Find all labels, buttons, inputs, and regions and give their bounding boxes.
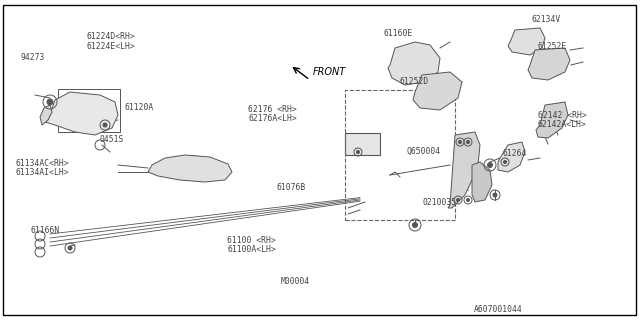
Circle shape [458,140,461,143]
Text: 61252D: 61252D [400,77,429,86]
Text: M00004: M00004 [280,277,310,286]
Text: 62142A<LH>: 62142A<LH> [538,120,586,129]
Polygon shape [508,28,545,55]
Text: Q650004: Q650004 [406,147,440,156]
Text: 62176A<LH>: 62176A<LH> [248,114,297,123]
Text: 61134AC<RH>: 61134AC<RH> [16,159,70,168]
Text: FRONT: FRONT [313,67,346,77]
Circle shape [47,99,53,105]
Circle shape [356,150,360,154]
Text: 61100 <RH>: 61100 <RH> [227,236,276,245]
Text: 61100A<LH>: 61100A<LH> [227,245,276,254]
Text: 0210035: 0210035 [422,198,456,207]
Polygon shape [163,156,218,180]
Bar [345,90,455,220]
Circle shape [467,198,470,202]
Text: A607001044: A607001044 [474,305,522,314]
Circle shape [456,198,460,202]
Text: 94273: 94273 [20,53,45,62]
Polygon shape [448,132,480,208]
Polygon shape [528,48,570,80]
Text: 61076B: 61076B [276,183,306,192]
Text: 62142 <RH>: 62142 <RH> [538,111,586,120]
Circle shape [493,193,497,197]
Polygon shape [42,92,118,135]
Text: 0451S: 0451S [99,135,124,144]
Circle shape [413,222,417,228]
Polygon shape [40,105,52,125]
Text: 61224D<RH>: 61224D<RH> [86,32,135,41]
Polygon shape [388,42,440,85]
Circle shape [488,163,493,167]
Text: 61252E: 61252E [538,42,567,51]
Polygon shape [472,162,492,202]
Circle shape [68,246,72,250]
Text: 61120A: 61120A [125,103,154,112]
Polygon shape [413,72,462,110]
Bar [58,89,120,132]
Circle shape [103,123,107,127]
Circle shape [504,161,506,164]
Circle shape [467,140,470,143]
Bar [345,133,380,155]
Text: 61224E<LH>: 61224E<LH> [86,42,135,51]
Text: 61160E: 61160E [384,29,413,38]
Text: 62134V: 62134V [531,15,561,24]
Polygon shape [498,142,525,172]
Polygon shape [148,155,232,182]
Text: 61264: 61264 [502,149,527,158]
Polygon shape [536,102,568,138]
Text: 61166N: 61166N [31,226,60,235]
Text: 62176 <RH>: 62176 <RH> [248,105,297,114]
Text: 61134AI<LH>: 61134AI<LH> [16,168,70,177]
